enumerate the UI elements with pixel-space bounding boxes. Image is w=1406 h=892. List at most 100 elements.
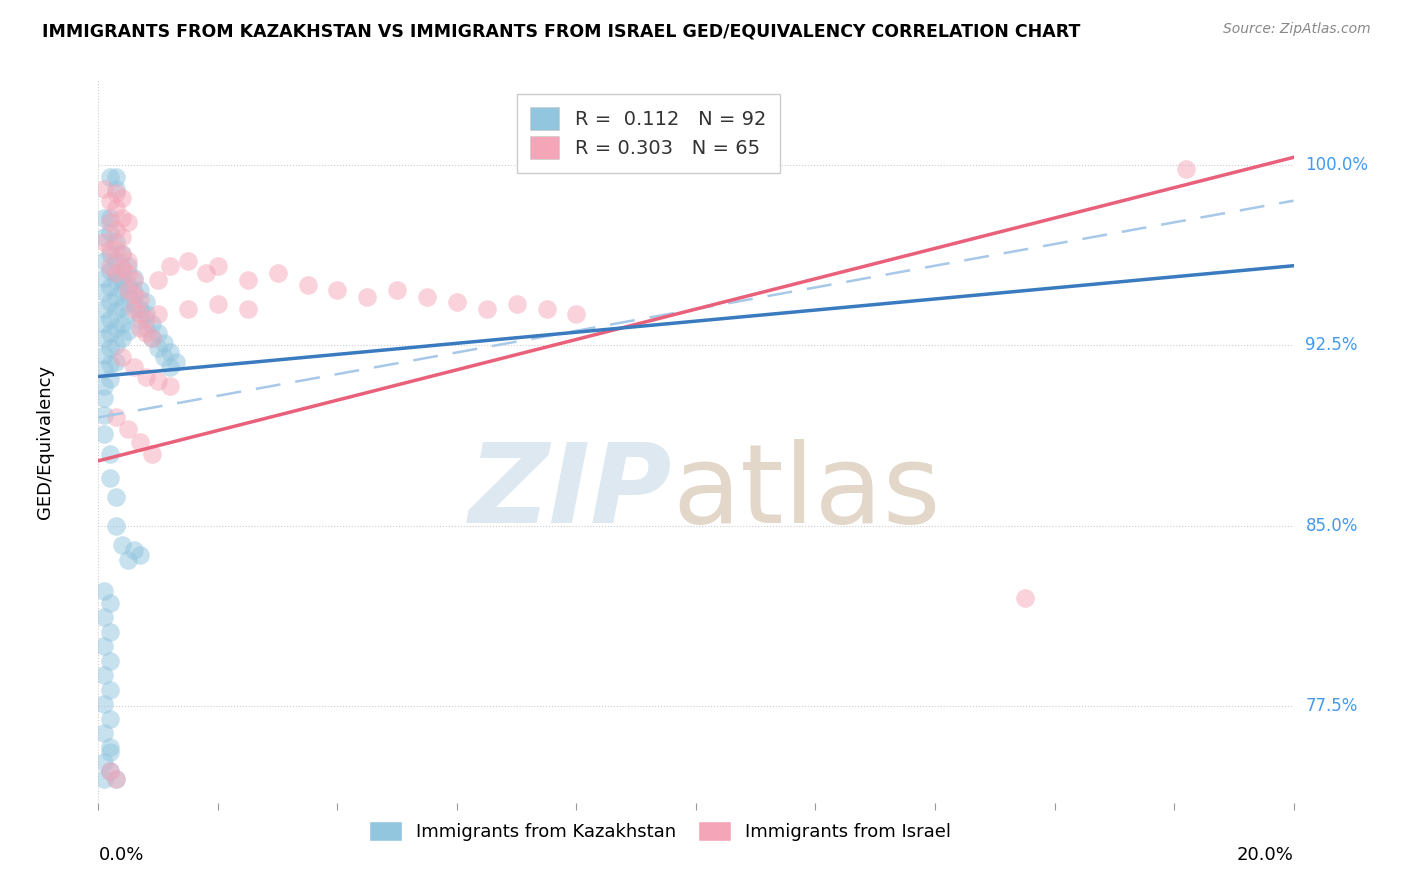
Point — [117, 422, 139, 436]
Point — [159, 345, 181, 359]
Point — [117, 552, 139, 566]
Point — [111, 191, 134, 205]
Point — [98, 711, 122, 725]
Point — [93, 302, 115, 317]
Point — [1175, 162, 1198, 177]
Point — [117, 277, 139, 292]
Point — [135, 307, 157, 321]
Point — [207, 259, 229, 273]
Point — [565, 307, 588, 321]
Point — [117, 307, 139, 321]
Text: 92.5%: 92.5% — [1306, 336, 1358, 354]
Point — [159, 379, 181, 393]
Point — [141, 447, 163, 461]
Text: ZIP: ZIP — [468, 439, 672, 546]
Point — [98, 745, 122, 759]
Point — [98, 280, 122, 294]
Point — [124, 359, 146, 374]
Point — [98, 624, 122, 639]
Point — [93, 317, 115, 331]
Point — [129, 283, 152, 297]
Point — [148, 341, 170, 355]
Text: GED/Equivalency: GED/Equivalency — [35, 365, 53, 518]
Point — [124, 302, 146, 317]
Point — [111, 246, 134, 260]
Point — [105, 490, 128, 504]
Point — [105, 338, 128, 352]
Point — [105, 266, 128, 280]
Point — [98, 740, 122, 755]
Point — [98, 211, 122, 225]
Point — [129, 293, 152, 307]
Point — [105, 410, 128, 425]
Point — [105, 290, 128, 304]
Point — [105, 304, 128, 318]
Point — [98, 194, 122, 208]
Text: atlas: atlas — [672, 439, 941, 546]
Text: 85.0%: 85.0% — [1306, 516, 1358, 535]
Point — [93, 379, 115, 393]
Point — [159, 359, 181, 374]
Point — [124, 273, 146, 287]
Point — [98, 654, 122, 668]
Point — [98, 225, 122, 239]
Point — [111, 261, 134, 276]
Point — [93, 697, 115, 711]
Point — [117, 215, 139, 229]
Point — [98, 358, 122, 372]
Point — [98, 470, 122, 484]
Point — [159, 259, 181, 273]
Point — [129, 321, 152, 335]
Point — [105, 273, 128, 287]
Point — [93, 331, 115, 345]
Point — [93, 408, 115, 422]
Point — [111, 283, 134, 297]
Point — [129, 548, 152, 562]
Point — [195, 266, 218, 280]
Point — [111, 538, 134, 552]
Text: IMMIGRANTS FROM KAZAKHSTAN VS IMMIGRANTS FROM ISRAEL GED/EQUIVALENCY CORRELATION: IMMIGRANTS FROM KAZAKHSTAN VS IMMIGRANTS… — [42, 22, 1081, 40]
Point — [105, 355, 128, 369]
Point — [129, 307, 152, 321]
Point — [111, 229, 134, 244]
Point — [117, 254, 139, 268]
Point — [93, 348, 115, 362]
Point — [105, 235, 128, 249]
Point — [98, 259, 122, 273]
Point — [98, 682, 122, 697]
Point — [105, 519, 128, 533]
Point — [98, 242, 122, 256]
Point — [236, 273, 259, 287]
Point — [111, 331, 134, 345]
Point — [111, 273, 134, 287]
Point — [93, 211, 115, 225]
Point — [117, 324, 139, 338]
Point — [98, 263, 122, 277]
Point — [93, 254, 115, 268]
Point — [105, 242, 128, 256]
Point — [111, 261, 134, 276]
Point — [416, 290, 439, 304]
Point — [124, 287, 146, 301]
Point — [124, 542, 146, 557]
Point — [105, 186, 128, 201]
Point — [117, 259, 139, 273]
Point — [141, 317, 163, 331]
Point — [98, 215, 122, 229]
Point — [93, 726, 115, 740]
Point — [105, 254, 128, 268]
Point — [297, 277, 319, 292]
Point — [536, 302, 558, 317]
Point — [98, 169, 122, 184]
Point — [153, 335, 176, 350]
Text: 100.0%: 100.0% — [1306, 155, 1368, 174]
Point — [98, 326, 122, 340]
Point — [105, 201, 128, 215]
Text: 0.0%: 0.0% — [98, 847, 143, 864]
Point — [93, 229, 115, 244]
Point — [93, 362, 115, 376]
Point — [141, 331, 163, 345]
Point — [148, 326, 170, 340]
Point — [124, 285, 146, 300]
Point — [105, 772, 128, 786]
